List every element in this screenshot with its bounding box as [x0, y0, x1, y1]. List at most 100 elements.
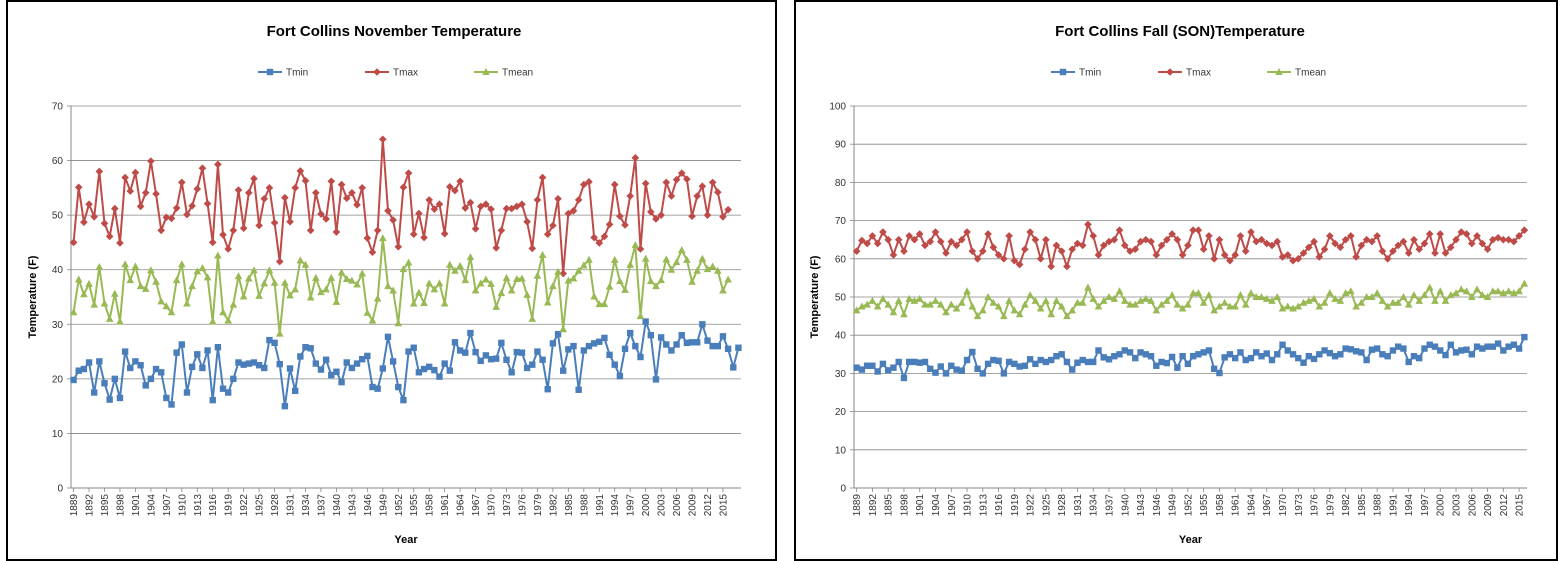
data-point-tmean [719, 286, 727, 294]
data-point-tmean [337, 268, 346, 276]
x-tick-label: 2000 [641, 494, 652, 517]
data-point-tmax [389, 216, 397, 224]
legend-marker-tmin [266, 68, 274, 76]
data-point-tmin [291, 387, 299, 395]
data-point-tmin [1321, 347, 1328, 354]
data-point-tmin [942, 370, 950, 377]
x-tick-label: 1904 [931, 494, 942, 517]
data-point-tmin [916, 359, 923, 366]
data-point-tmean [1236, 291, 1245, 299]
data-point-tmax [1431, 249, 1439, 257]
data-point-tmean [1136, 296, 1145, 304]
x-tick-label: 1907 [162, 494, 173, 517]
data-point-tmean [353, 280, 361, 288]
data-point-tmean [1215, 302, 1224, 310]
data-point-tmean [1163, 296, 1171, 304]
data-point-tmean [1452, 289, 1460, 297]
x-tick-label: 1928 [1057, 494, 1068, 517]
data-point-tmean [910, 296, 919, 304]
data-point-tmean [214, 251, 222, 259]
data-point-tmean [979, 306, 987, 314]
data-point-tmax [533, 196, 542, 204]
data-point-tmax [245, 188, 253, 197]
data-point-tmin [1500, 347, 1507, 354]
data-point-tmax [1315, 253, 1324, 261]
x-tick-label: 1901 [915, 494, 926, 517]
data-point-tmean [430, 285, 439, 293]
data-point-tmin [1105, 356, 1113, 363]
data-point-tmax [1136, 237, 1145, 246]
data-point-tmin [224, 389, 232, 396]
data-point-tmin [1510, 341, 1518, 348]
data-point-tmean [1273, 293, 1282, 300]
data-point-tmax [543, 230, 552, 239]
x-tick-label: 2000 [1436, 494, 1447, 517]
data-point-tmin [1147, 353, 1155, 360]
data-point-tmean [409, 299, 418, 307]
data-point-tmin [596, 338, 603, 345]
y-tick-label: 10 [52, 429, 64, 440]
data-point-tmin [508, 369, 515, 376]
data-point-tmax [1436, 230, 1445, 238]
data-point-tmax [616, 212, 624, 221]
data-point-tmin [75, 367, 82, 374]
data-point-tmax [368, 248, 377, 257]
data-point-tmax [337, 180, 346, 189]
data-point-tmean [260, 279, 269, 287]
data-point-tmin [400, 396, 407, 404]
data-point-tmax [1410, 235, 1418, 244]
data-point-tmean [1467, 293, 1476, 300]
legend-marker-tmean [1275, 68, 1283, 75]
data-point-tmax [1268, 241, 1276, 250]
data-point-tmean [1084, 283, 1092, 291]
data-point-tmean [358, 269, 366, 277]
data-point-tmean [1436, 287, 1445, 295]
data-point-tmin [853, 364, 860, 371]
data-point-tmin [127, 364, 134, 372]
data-point-tmax [724, 205, 732, 214]
data-point-tmax [683, 175, 691, 183]
data-point-tmax [1241, 247, 1250, 255]
data-point-tmax [708, 178, 717, 187]
data-point-tmean [1226, 302, 1234, 310]
data-point-tmin [724, 345, 732, 353]
data-point-tmin [441, 360, 448, 367]
data-point-tmax [936, 237, 945, 246]
data-point-tmin [642, 318, 649, 325]
data-point-tmean [301, 260, 310, 268]
data-point-tmax [188, 202, 196, 210]
data-point-tmax [208, 238, 217, 247]
data-point-tmin [286, 365, 294, 372]
data-point-tmax [1005, 232, 1013, 240]
y-tick-label: 0 [57, 484, 63, 495]
data-point-tmax [1247, 228, 1255, 236]
data-point-tmean [1052, 296, 1061, 304]
legend-label-tmean: Tmean [502, 68, 533, 79]
data-point-tmean [1378, 296, 1387, 304]
data-point-tmean [610, 255, 619, 263]
data-point-tmin [183, 389, 191, 396]
data-point-tmin [1184, 360, 1192, 368]
data-point-tmin [132, 358, 139, 365]
data-point-tmin [147, 375, 155, 383]
legend-marker-tmean [482, 68, 490, 75]
x-tick-label: 1892 [85, 494, 96, 517]
data-point-tmin [1226, 351, 1234, 358]
data-point-tmean [306, 293, 315, 301]
data-point-tmax [1415, 245, 1424, 254]
data-point-tmean [1257, 293, 1266, 300]
data-point-tmin [1200, 349, 1207, 356]
data-point-tmean [152, 277, 160, 285]
x-tick-label: 1943 [347, 494, 358, 517]
x-tick-label: 1970 [1278, 494, 1289, 517]
data-point-tmax [363, 234, 372, 242]
data-point-tmin [1505, 343, 1512, 350]
data-point-tmin [1489, 343, 1497, 350]
x-tick-label: 1976 [1310, 494, 1321, 517]
data-point-tmax [554, 194, 562, 203]
data-point-tmax [1178, 251, 1187, 259]
data-point-tmin [1384, 353, 1391, 360]
data-point-tmin [1468, 351, 1475, 358]
data-point-tmean [1252, 293, 1261, 300]
data-point-tmin [456, 347, 464, 354]
